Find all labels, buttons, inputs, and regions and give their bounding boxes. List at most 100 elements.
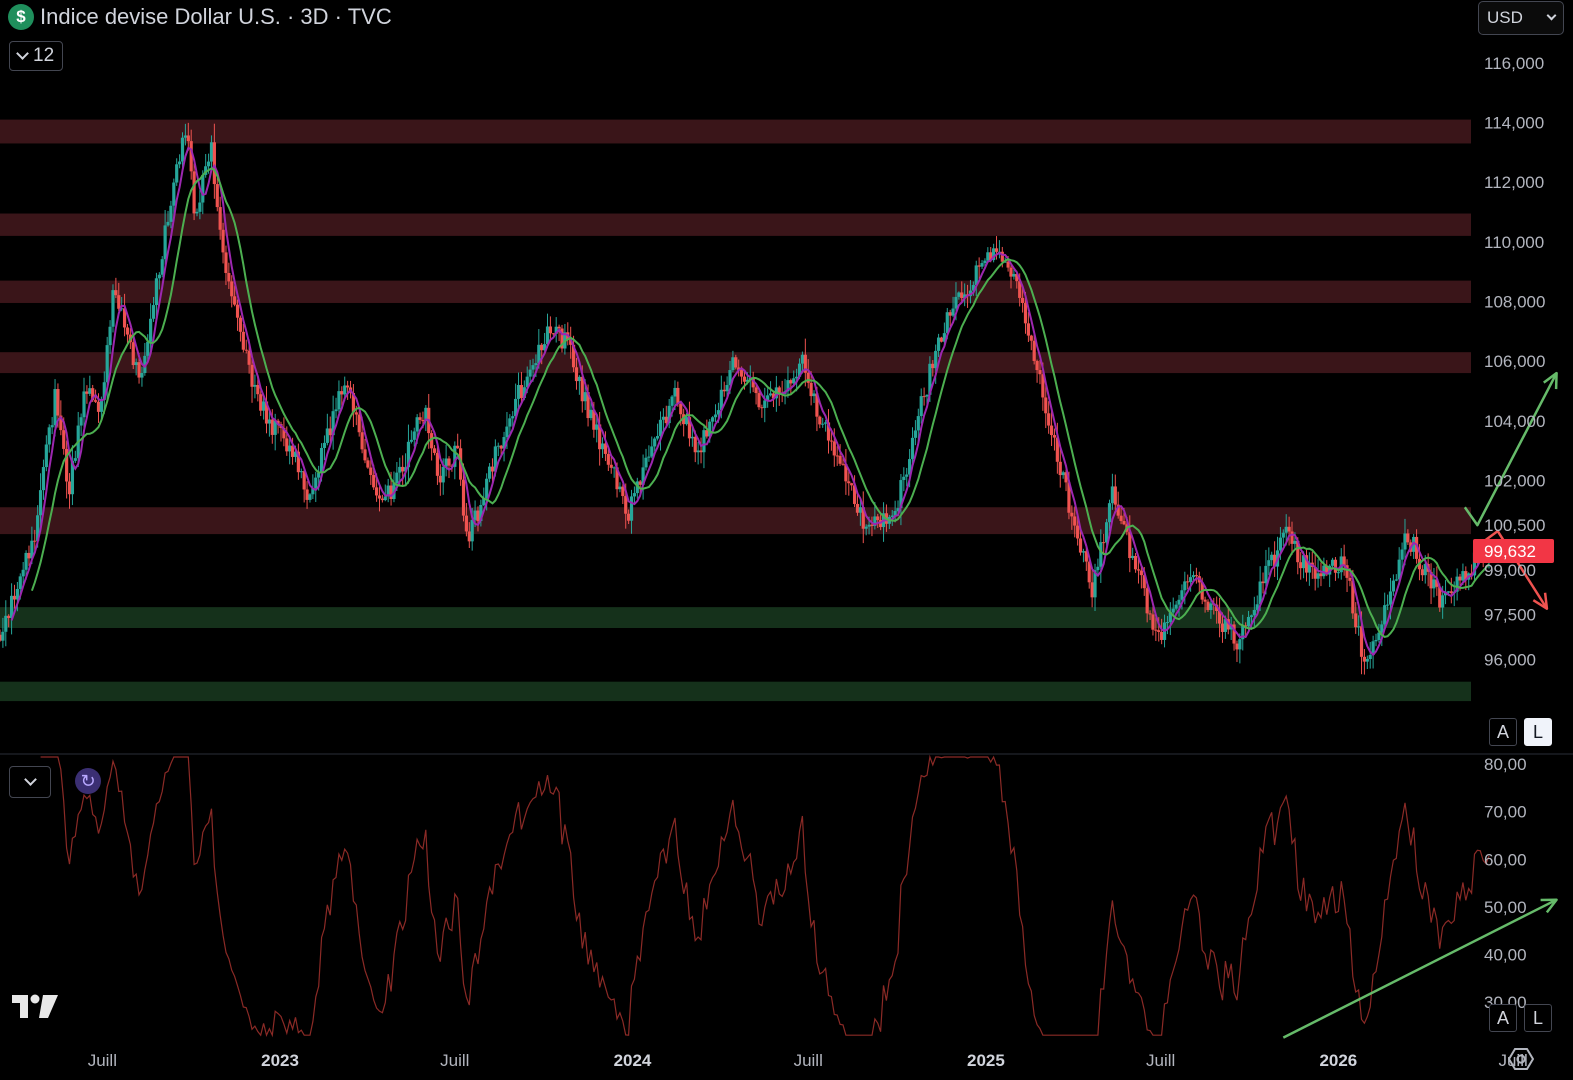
candle-body	[939, 337, 944, 342]
candle-body	[977, 265, 981, 267]
candle-body	[1414, 536, 1419, 559]
last-price-badge	[1473, 539, 1554, 564]
trend-arrow-up	[1463, 372, 1558, 527]
candle-body	[241, 331, 245, 350]
candle-body	[91, 388, 95, 401]
candle-body	[47, 427, 51, 445]
rsi-tick-label: 40,00	[1484, 945, 1527, 964]
candle-body	[725, 385, 729, 392]
tradingview-logo-icon[interactable]	[12, 994, 60, 1020]
candle-body	[328, 428, 332, 436]
candle-body	[1087, 561, 1091, 583]
candle-body	[754, 387, 758, 394]
candle-body	[983, 260, 987, 264]
symbol-header[interactable]: $ Indice devise Dollar U.S. · 3D · TVC	[8, 4, 392, 30]
rsi-log-scale-button[interactable]: L	[1524, 1004, 1552, 1032]
candle-body	[1330, 559, 1335, 566]
candle-body	[1000, 251, 1004, 262]
candle-body	[1023, 302, 1028, 324]
candle-body	[592, 409, 596, 430]
candle-body	[1461, 571, 1465, 581]
candle-body	[403, 467, 408, 472]
candle-body	[1472, 552, 1477, 576]
candle-body	[317, 472, 321, 478]
candle-body	[209, 142, 214, 162]
candle-body	[551, 333, 555, 335]
candle-body	[85, 391, 89, 394]
candle-body	[1194, 575, 1199, 577]
candle-body	[1449, 591, 1453, 594]
candle-body	[30, 540, 34, 559]
candle-body	[351, 392, 356, 413]
indicators-toggle-button[interactable]: 12	[9, 41, 64, 71]
candle-body	[12, 595, 17, 600]
candle-body	[1362, 656, 1367, 662]
pane-collapse-button[interactable]	[9, 766, 51, 798]
candle-body	[534, 363, 538, 366]
candle-body	[175, 164, 179, 183]
candle-body	[1105, 522, 1109, 543]
rsi-auto-scale-button[interactable]: A	[1489, 1004, 1517, 1032]
time-axis-label: 2024	[614, 1051, 652, 1070]
trend-arrow-down-head	[1532, 592, 1549, 610]
candle-body	[644, 457, 648, 468]
candle-body	[1383, 605, 1387, 625]
candle-body	[1044, 397, 1048, 414]
candle-body	[0, 634, 2, 641]
candle-body	[627, 513, 631, 521]
candle-body	[337, 391, 341, 410]
candle-body	[53, 389, 57, 426]
candle-body	[571, 344, 576, 368]
ma-slow-line	[30, 167, 1490, 638]
candle-body	[15, 588, 19, 600]
candle-body	[1400, 549, 1404, 560]
candle-body	[632, 493, 637, 497]
candle-body	[264, 401, 269, 424]
candle-body	[1078, 538, 1083, 553]
resistance-zone	[0, 213, 1471, 236]
candle-body	[1304, 555, 1309, 573]
sync-icon[interactable]: ↻	[75, 768, 101, 794]
price-tick-label: 97,500	[1484, 606, 1536, 625]
candle-body	[577, 376, 581, 382]
candle-body	[386, 485, 390, 497]
auto-scale-button[interactable]: A	[1489, 718, 1517, 746]
candle-body	[684, 417, 689, 425]
log-scale-button[interactable]: L	[1524, 718, 1552, 746]
candle-body	[1249, 615, 1254, 617]
candle-body	[238, 317, 243, 332]
price-tick-label: 108,000	[1484, 292, 1545, 311]
candle-body	[432, 448, 437, 453]
settings-gear-icon[interactable]	[1508, 1046, 1534, 1072]
candle-body	[1157, 630, 1161, 632]
candle-body	[24, 552, 28, 570]
candle-body	[290, 445, 295, 457]
price-tick-label: 100,500	[1484, 516, 1545, 535]
candle-body	[114, 290, 118, 296]
candle-body	[992, 248, 996, 261]
candle-body	[1107, 503, 1112, 523]
candle-body	[143, 355, 147, 373]
candle-body	[476, 510, 480, 522]
axes-layer: 116,000 114,000 112,000 110,000 108,000 106,0…	[0, 54, 1573, 1070]
currency-select[interactable]: USD	[1478, 1, 1564, 35]
candle-body	[256, 384, 260, 395]
candle-body	[482, 498, 486, 505]
candle-body	[667, 405, 671, 424]
candle-body	[1455, 576, 1459, 592]
candle-body	[467, 531, 471, 542]
candle-body	[166, 221, 170, 226]
candle-body	[641, 467, 645, 485]
candle-body	[233, 296, 237, 305]
candle-body	[1168, 612, 1172, 623]
candle-body	[745, 379, 749, 382]
candle-body	[1273, 554, 1277, 567]
candle-body	[1189, 577, 1193, 583]
candle-body	[1287, 526, 1291, 532]
resistance-zone	[0, 507, 1471, 535]
candle-body	[792, 378, 796, 384]
candle-body	[1113, 486, 1117, 505]
rsi-trend-arrow	[1282, 898, 1558, 1039]
candle-body	[134, 362, 138, 366]
